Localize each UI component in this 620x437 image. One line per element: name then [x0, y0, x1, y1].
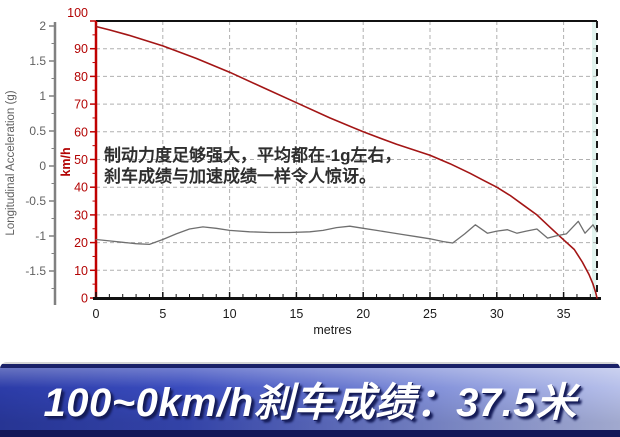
result-banner: 100~0km/h刹车成绩：37.5米	[0, 362, 620, 437]
speed-axis	[90, 20, 98, 299]
x-tick-label: 15	[289, 307, 303, 321]
speed-tick-label: 40	[74, 181, 88, 195]
speed-tick-label: 90	[74, 42, 88, 56]
accel-axis-title: Longitudinal Acceleration (g)	[5, 90, 17, 235]
result-caption: 100~0km/h刹车成绩：37.5米	[43, 381, 577, 425]
speed-axis-title: km/h	[59, 147, 73, 176]
speed-tick-label: 50	[74, 153, 88, 167]
accel-axis	[49, 22, 57, 305]
speed-tick-label: 70	[74, 98, 88, 112]
banner-bevel-line	[0, 362, 620, 364]
accel-tick-label: -0.5	[25, 194, 46, 208]
x-axis	[93, 292, 601, 300]
speed-tick-label: 0	[81, 292, 88, 306]
x-axis-title: metres	[313, 323, 351, 337]
speed-tick-label: 100	[67, 6, 88, 20]
speed-tick-label: 80	[74, 70, 88, 84]
accel-tick-label: 0	[39, 159, 46, 173]
chart-annotation: 制动力度足够强大，平均都在-1g左右， 刹车成绩与加速成绩一样令人惊讶。	[104, 146, 444, 187]
x-tick-label: 30	[490, 307, 504, 321]
x-tick-label: 0	[93, 307, 100, 321]
speed-tick-label: 10	[74, 264, 88, 278]
speed-curve	[95, 25, 598, 299]
longitudinal-acceleration-curve	[95, 220, 598, 246]
banner-body: 100~0km/h刹车成绩：37.5米	[0, 368, 620, 430]
x-tick-label: 20	[356, 307, 370, 321]
speed-tick-label: 60	[74, 125, 88, 139]
braking-chart: 2 1.5 1 0.5 0 -0.5 -1 -1.5 Longitudinal Accelera…	[5, 6, 601, 337]
accel-tick-label: 1.5	[29, 54, 46, 68]
x-tick-label: 5	[159, 307, 166, 321]
accel-tick-label: 0.5	[29, 124, 46, 138]
speed-tick-label: 20	[74, 236, 88, 250]
banner-top-border	[0, 364, 620, 368]
accel-tick-label: 1	[39, 89, 46, 103]
annotation-line-2: 刹车成绩与加速成绩一样令人惊讶。	[104, 166, 376, 186]
x-tick-label: 25	[423, 307, 437, 321]
x-tick-label: 10	[223, 307, 237, 321]
annotation-line-1: 制动力度足够强大，平均都在-1g左右，	[104, 146, 402, 165]
speed-tick-label: 30	[74, 208, 88, 222]
accel-tick-label: 2	[39, 19, 46, 33]
x-tick-label: 35	[557, 307, 571, 321]
accel-tick-label: -1	[35, 229, 46, 243]
accel-tick-label: -1.5	[25, 264, 46, 278]
banner-bottom-border	[0, 430, 620, 437]
